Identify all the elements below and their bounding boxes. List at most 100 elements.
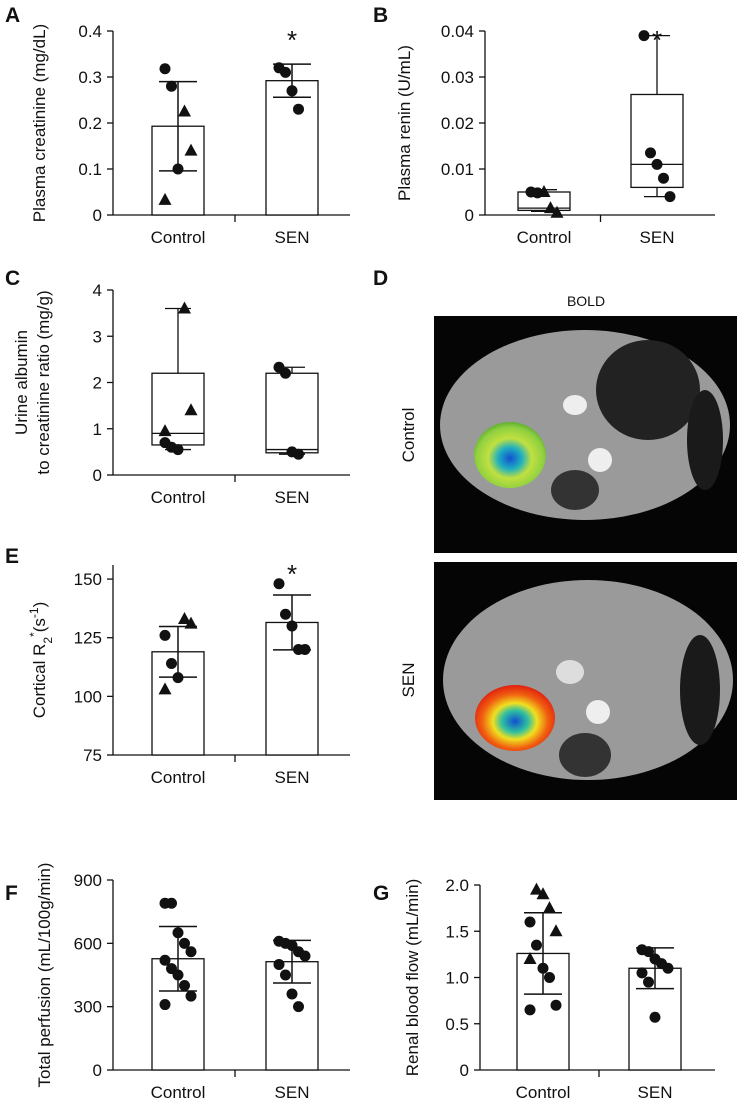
- data-point: [293, 1001, 304, 1013]
- data-point: [524, 916, 536, 928]
- data-point: [531, 939, 542, 951]
- data-point: [662, 962, 674, 974]
- y-tick-label: 0.4: [78, 22, 102, 41]
- y-axis-label: Cortical R2*(s-1): [27, 602, 55, 719]
- data-point: [530, 882, 543, 895]
- y-tick-label: 1.5: [445, 922, 469, 941]
- data-point: [550, 205, 564, 218]
- data-point: [286, 620, 298, 632]
- row-label: Control: [399, 408, 418, 463]
- data-point: [179, 980, 190, 992]
- y-tick-label: 2: [93, 374, 102, 393]
- image-title: BOLD: [567, 293, 605, 309]
- panel-label: E: [5, 545, 19, 568]
- significance: *: [652, 25, 662, 55]
- data-point: [649, 1011, 661, 1023]
- data-point: [172, 927, 184, 939]
- data-point: [185, 946, 197, 958]
- data-point: [280, 66, 291, 78]
- y-tick-label: 2.0: [445, 876, 469, 895]
- x-tick-label: Control: [151, 488, 206, 507]
- y-axis-label: Total perfusion (mL/100g/min): [35, 863, 54, 1088]
- data-point: [280, 608, 291, 620]
- panel: F Total perfusion (mL/100g/min) 0 300 600 900…: [5, 863, 350, 1102]
- mri-vessel: [588, 448, 612, 472]
- y-axis-label-part: ): [30, 602, 49, 608]
- data-point: [293, 448, 304, 460]
- y-tick-label: 0.01: [441, 160, 474, 179]
- data-point: [280, 969, 291, 981]
- x-tick-label: Control: [151, 1083, 206, 1102]
- significance: *: [287, 25, 297, 55]
- data-point: [166, 658, 177, 670]
- y-tick-label: 0: [93, 1061, 102, 1080]
- mri-kidney: [474, 422, 546, 488]
- data-point: [550, 999, 562, 1011]
- data-point: [524, 1004, 536, 1016]
- x-tick-label: SEN: [640, 228, 675, 247]
- data-point: [159, 629, 171, 641]
- data-point: [643, 976, 654, 988]
- data-point: [299, 950, 311, 962]
- y-axis-label-line: Urine albumin: [12, 330, 31, 435]
- panel-label: B: [373, 4, 388, 27]
- y-axis-label: Renal blood flow (mL/min): [403, 879, 422, 1076]
- y-tick-label: 0.5: [445, 1015, 469, 1034]
- data-point: [636, 967, 648, 979]
- panel: B Plasma renin (U/mL) 0 0.01 0.02 0.03 0.04 Con…: [373, 4, 715, 247]
- data-point: [184, 616, 198, 629]
- box: [265, 372, 319, 454]
- data-point: [273, 578, 285, 590]
- y-tick-label: 1.0: [445, 969, 469, 988]
- data-point: [159, 999, 171, 1011]
- y-tick-label: 0: [465, 206, 474, 225]
- y-tick-label: 75: [83, 746, 102, 765]
- y-axis-label: Urine albumin to creatinine ratio (mg/g): [12, 290, 53, 474]
- y-tick-label: 100: [74, 687, 102, 706]
- data-point: [299, 643, 311, 655]
- y-axis-label: Plasma renin (U/mL): [395, 45, 414, 201]
- data-point: [651, 158, 663, 170]
- data-point: [185, 990, 197, 1002]
- y-tick-label: 0.1: [78, 160, 102, 179]
- mri-vessel: [586, 700, 610, 724]
- data-point: [658, 172, 669, 184]
- data-point: [166, 897, 177, 909]
- y-tick-label: 150: [74, 570, 102, 589]
- data-point: [172, 672, 184, 684]
- y-tick-label: 125: [74, 629, 102, 648]
- x-tick-label: SEN: [275, 768, 310, 787]
- y-axis-label-part: *: [27, 632, 41, 637]
- x-tick-label: Control: [151, 768, 206, 787]
- data-point: [280, 367, 291, 379]
- y-tick-label: 0.02: [441, 114, 474, 133]
- data-point: [273, 958, 285, 970]
- data-point: [286, 85, 298, 97]
- panel-d: D BOLD Control SEN: [373, 267, 737, 800]
- y-tick-label: 4: [93, 281, 102, 300]
- data-point: [184, 403, 198, 416]
- x-tick-label: SEN: [275, 488, 310, 507]
- x-tick-label: SEN: [638, 1083, 673, 1102]
- panel-label: F: [5, 882, 18, 905]
- data-point: [643, 946, 654, 958]
- data-point: [536, 887, 550, 900]
- mri-vessel: [563, 395, 587, 415]
- y-axis-label-line: to creatinine ratio (mg/g): [34, 290, 53, 474]
- y-tick-label: 900: [74, 871, 102, 890]
- panel-label: A: [5, 4, 20, 27]
- data-point: [172, 163, 184, 175]
- panel-label: D: [373, 267, 388, 290]
- mri-organ: [559, 733, 611, 777]
- data-point: [178, 104, 191, 117]
- data-point: [178, 611, 191, 624]
- y-tick-label: 0: [93, 206, 102, 225]
- x-tick-label: Control: [151, 228, 206, 247]
- mri-vessel: [556, 660, 584, 684]
- data-point: [158, 424, 172, 437]
- x-tick-label: Control: [516, 1083, 571, 1102]
- panel: G Renal blood flow (mL/min) 0 0.5 1.0 1.5 2.0 C…: [373, 876, 715, 1102]
- data-point: [544, 201, 557, 214]
